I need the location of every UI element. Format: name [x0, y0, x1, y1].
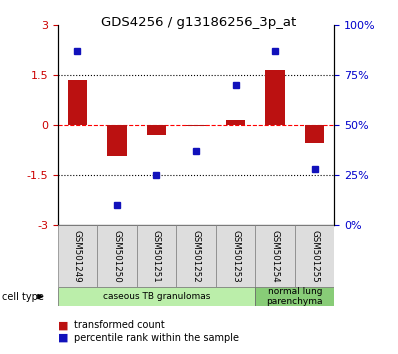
Text: GSM501254: GSM501254 — [271, 230, 279, 282]
Text: GSM501255: GSM501255 — [310, 230, 319, 282]
Text: normal lung
parenchyma: normal lung parenchyma — [267, 287, 323, 306]
Text: cell type: cell type — [2, 292, 44, 302]
Bar — [68, 80, 87, 125]
Text: caseous TB granulomas: caseous TB granulomas — [103, 292, 210, 301]
Text: GDS4256 / g13186256_3p_at: GDS4256 / g13186256_3p_at — [101, 16, 297, 29]
Bar — [97, 225, 137, 287]
Text: transformed count: transformed count — [74, 320, 164, 330]
Bar — [146, 125, 166, 135]
Bar — [137, 225, 176, 287]
Bar — [58, 287, 255, 306]
Bar — [305, 125, 324, 143]
Bar — [176, 225, 216, 287]
Text: GSM501252: GSM501252 — [191, 230, 201, 282]
Bar — [186, 125, 206, 126]
Bar — [255, 225, 295, 287]
Text: percentile rank within the sample: percentile rank within the sample — [74, 333, 239, 343]
Bar — [107, 125, 127, 156]
Bar — [265, 70, 285, 125]
Polygon shape — [38, 295, 43, 299]
Text: GSM501251: GSM501251 — [152, 230, 161, 282]
Text: GSM501250: GSM501250 — [113, 230, 121, 282]
Bar — [226, 120, 246, 125]
Bar — [255, 287, 334, 306]
Text: GSM501249: GSM501249 — [73, 230, 82, 282]
Text: ■: ■ — [58, 333, 68, 343]
Bar — [295, 225, 334, 287]
Text: GSM501253: GSM501253 — [231, 230, 240, 282]
Bar — [216, 225, 255, 287]
Text: ■: ■ — [58, 320, 68, 330]
Bar — [58, 225, 97, 287]
